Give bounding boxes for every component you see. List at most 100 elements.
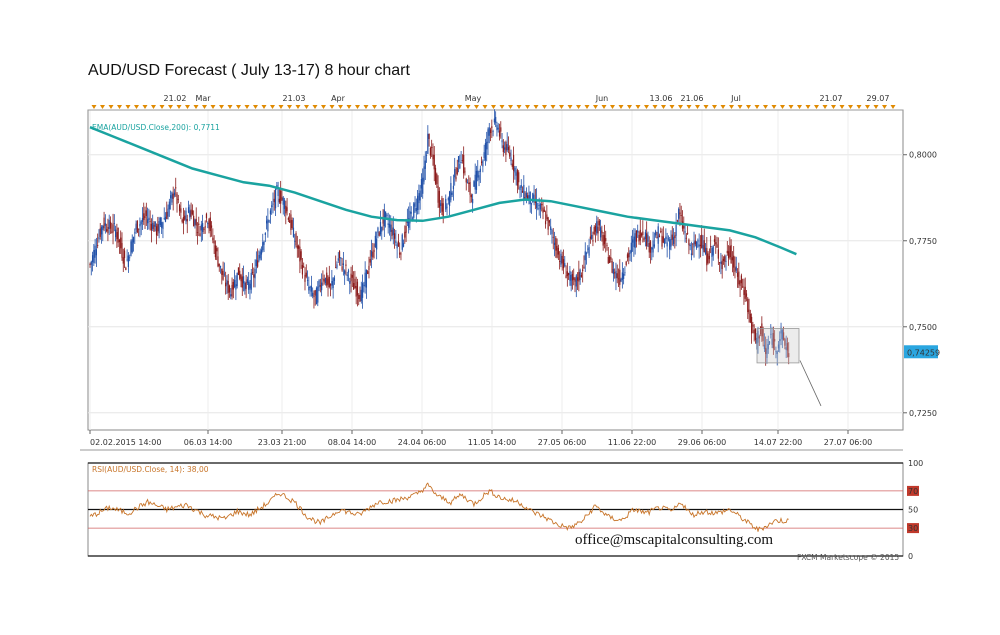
candle — [171, 191, 173, 206]
candle — [621, 262, 623, 289]
candle — [484, 138, 487, 166]
candle-body — [230, 294, 232, 297]
candle — [136, 220, 138, 234]
candle-body — [450, 183, 452, 201]
candle-body — [606, 245, 608, 246]
candle — [743, 278, 745, 305]
candle-body — [747, 298, 749, 313]
candle-body — [719, 262, 721, 264]
candle-body — [527, 195, 529, 199]
candle — [543, 206, 545, 212]
candle-body — [539, 203, 542, 210]
candle-body — [451, 192, 453, 195]
candle-body — [310, 285, 312, 292]
candle-body — [555, 237, 557, 251]
candle-body — [452, 185, 455, 190]
candle-body — [509, 152, 511, 157]
event-marker — [516, 105, 522, 109]
candle-body — [207, 223, 209, 225]
event-marker — [372, 105, 377, 109]
x-tick-label: 29.06 06:00 — [678, 438, 727, 447]
candle — [456, 159, 458, 176]
candle — [721, 254, 723, 279]
candle — [519, 185, 521, 199]
candle-body — [784, 339, 786, 346]
candle-body — [648, 242, 650, 253]
event-marker — [168, 105, 173, 109]
candle-body — [771, 338, 773, 345]
candle-body — [717, 249, 719, 259]
y-tick-label: 0,7750 — [909, 237, 937, 246]
candle-body — [258, 254, 260, 261]
candle — [103, 211, 105, 232]
candle — [327, 275, 329, 297]
candle-body — [536, 199, 538, 209]
candle-body — [149, 220, 151, 222]
candle-body — [425, 155, 428, 156]
candle-body — [548, 220, 551, 223]
candle — [457, 156, 460, 173]
rsi-level-label: 50 — [908, 506, 918, 515]
candle — [200, 220, 202, 242]
candle-body — [768, 341, 771, 344]
candle — [749, 309, 751, 324]
candle — [648, 236, 650, 259]
candle — [506, 132, 508, 153]
event-marker — [440, 105, 445, 109]
candle — [155, 223, 158, 245]
candle-body — [326, 272, 328, 286]
candle — [109, 216, 112, 234]
rsi-level-badge — [907, 485, 919, 496]
candle — [121, 232, 123, 261]
candle — [125, 266, 127, 271]
candle — [785, 335, 787, 358]
candle-body — [114, 229, 117, 238]
candle — [395, 229, 397, 246]
candle-body — [228, 285, 231, 293]
candle — [376, 231, 378, 260]
candle — [620, 277, 622, 283]
candle — [548, 219, 551, 227]
candle-body — [331, 280, 333, 286]
candle — [546, 205, 548, 222]
candle-body — [221, 268, 223, 275]
candle-body — [658, 235, 661, 237]
candle — [127, 252, 129, 273]
candle-body — [381, 226, 383, 232]
event-marker — [304, 105, 309, 109]
candle — [296, 235, 298, 258]
candle — [356, 278, 359, 307]
candle-body — [112, 224, 114, 233]
candle-body — [585, 253, 588, 255]
candle — [544, 210, 547, 229]
candle — [157, 216, 159, 237]
candle-body — [219, 265, 222, 268]
candle — [480, 156, 483, 166]
candle-body — [478, 175, 480, 180]
candle-body — [693, 241, 695, 248]
candle — [697, 238, 699, 248]
candle-body — [436, 173, 438, 185]
candle — [246, 276, 249, 285]
candle-body — [501, 140, 503, 143]
candle — [459, 154, 461, 170]
candle-body — [281, 197, 283, 200]
candle-body — [647, 234, 649, 242]
candle — [140, 219, 142, 236]
candle — [111, 222, 113, 234]
candle — [564, 255, 566, 268]
candle — [304, 267, 306, 291]
candle-body — [253, 274, 255, 278]
event-marker — [805, 105, 811, 109]
candle-body — [472, 198, 474, 204]
candle-body — [672, 237, 675, 244]
candle — [652, 231, 654, 258]
candle-body — [593, 227, 595, 235]
event-marker — [448, 105, 454, 109]
event-marker — [601, 105, 607, 109]
candle — [469, 177, 471, 204]
candle — [663, 238, 666, 248]
candle-body — [734, 267, 736, 273]
candle — [580, 272, 583, 278]
candle-body — [524, 197, 526, 200]
